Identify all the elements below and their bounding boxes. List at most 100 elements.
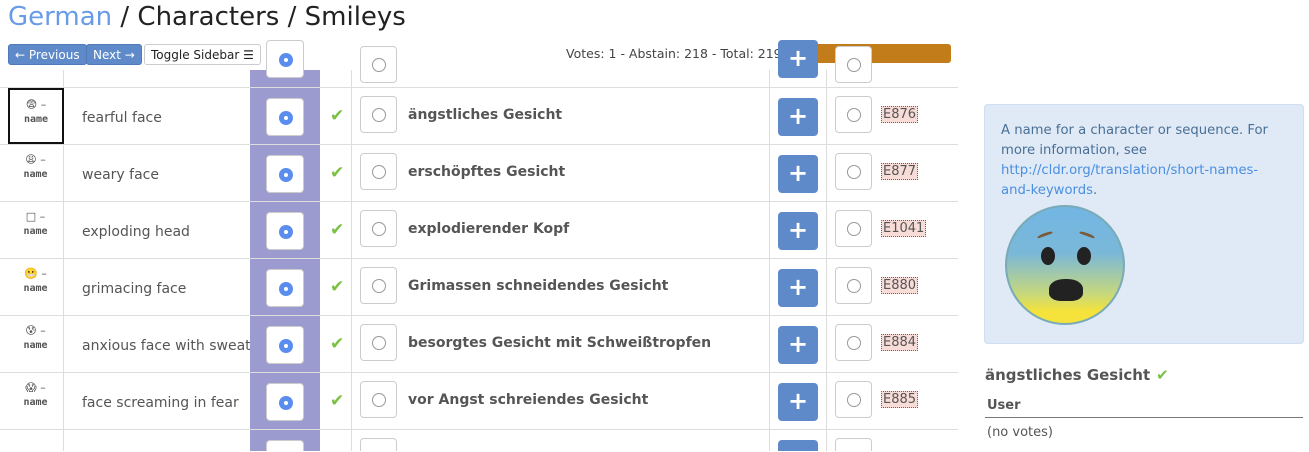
code-cell[interactable]: □ – name [8, 202, 64, 258]
dash: – [37, 267, 47, 280]
code-label: name [23, 397, 48, 408]
abstain-radio[interactable] [835, 46, 872, 83]
winning-radio[interactable] [266, 98, 304, 136]
proposed-cell: ängstliches Gesicht [352, 88, 770, 144]
winning-cell [250, 373, 320, 429]
add-button[interactable]: + [778, 269, 818, 307]
add-button[interactable]: + [778, 98, 818, 136]
error-code[interactable]: E884 [881, 334, 919, 351]
winning-radio[interactable] [266, 326, 304, 364]
vote-radio[interactable] [360, 46, 397, 83]
abstain-cell: E885 [827, 373, 958, 429]
breadcrumb-page: Smileys [304, 2, 406, 32]
dash: – [36, 381, 46, 394]
vote-summary: Votes: 1 - Abstain: 218 - Total: 219 [566, 46, 782, 61]
code-cell[interactable]: 😰 – name [8, 316, 64, 372]
vote-radio[interactable] [360, 381, 397, 418]
winning-cell [250, 202, 320, 258]
vote-radio[interactable] [360, 267, 397, 304]
error-code[interactable]: E1041 [881, 220, 927, 237]
winning-value: besorgtes Gesicht mit Schweißtropfen [408, 335, 712, 351]
next-button[interactable]: Next → [86, 44, 142, 65]
add-button[interactable]: + [778, 155, 818, 193]
add-button[interactable]: + [778, 40, 818, 78]
progress-bar [801, 44, 951, 63]
abstain-cell: E884 [827, 316, 958, 372]
winning-value: ängstliches Gesicht [408, 107, 563, 123]
add-cell: + [770, 40, 827, 87]
winning-value: explodierender Kopf [408, 221, 570, 237]
no-votes-text: (no votes) [987, 425, 1053, 440]
proposed-cell [352, 430, 770, 451]
error-code[interactable]: E885 [881, 391, 919, 408]
english-cell: fearful face [82, 110, 162, 126]
toggle-sidebar-button[interactable]: Toggle Sidebar ☰ [144, 44, 261, 65]
vote-radio[interactable] [360, 324, 397, 361]
code-cell[interactable]: 😨 – name [8, 88, 64, 144]
winning-radio[interactable] [266, 40, 304, 78]
winning-cell [250, 316, 320, 372]
add-button[interactable]: + [778, 383, 818, 421]
abstain-radio[interactable] [835, 381, 872, 418]
check-icon: ✔ [320, 88, 352, 144]
abstain-radio[interactable] [835, 438, 872, 451]
info-end: . [1092, 183, 1098, 198]
abstain-radio[interactable] [835, 210, 872, 247]
code-cell[interactable]: 😱 – name [8, 373, 64, 429]
winning-radio[interactable] [266, 155, 304, 193]
radio-selected-icon [279, 282, 293, 296]
error-code[interactable]: E877 [881, 163, 919, 180]
breadcrumb-section: Characters [137, 2, 280, 32]
radio-icon [847, 165, 861, 179]
table-row: □ – name exploding head ✔ explodierender … [0, 202, 958, 259]
winning-radio[interactable] [266, 440, 304, 451]
winning-radio[interactable] [266, 212, 304, 250]
check-icon [320, 430, 352, 451]
error-code[interactable]: E880 [881, 277, 919, 294]
radio-icon [372, 393, 386, 407]
english-cell: exploding head [82, 224, 190, 240]
proposed-cell: vor Angst schreiendes Gesicht [352, 373, 770, 429]
abstain-radio[interactable] [835, 267, 872, 304]
table-row: 😩 – name weary face ✔ erschöpftes Gesicht… [0, 145, 958, 202]
radio-icon [372, 336, 386, 350]
info-link[interactable]: http://cldr.org/translation/short-names-… [1001, 163, 1259, 198]
breadcrumb-sep: / [112, 2, 138, 32]
english-cell: anxious face with sweat [82, 338, 251, 354]
emoji: 😩 [25, 153, 37, 166]
radio-icon [847, 393, 861, 407]
add-button[interactable] [778, 440, 818, 451]
add-button[interactable]: + [778, 326, 818, 364]
previous-button[interactable]: ← Previous [8, 44, 87, 65]
abstain-radio[interactable] [835, 324, 872, 361]
table-row: 😨 – name fearful face ✔ ängstliches Gesic… [0, 88, 958, 145]
abstain-radio[interactable] [835, 153, 872, 190]
abstain-cell [827, 430, 958, 451]
error-code[interactable]: E876 [881, 106, 919, 123]
vote-radio[interactable] [360, 96, 397, 133]
abstain-radio[interactable] [835, 96, 872, 133]
check-icon [320, 70, 352, 88]
locale-link[interactable]: German [8, 2, 113, 32]
radio-selected-icon [279, 339, 293, 353]
radio-icon [847, 336, 861, 350]
add-button[interactable]: + [778, 212, 818, 250]
page-title: German / Characters / Smileys [8, 2, 406, 32]
code-cell[interactable]: 😬 – name [8, 259, 64, 315]
code-cell[interactable]: 😩 – name [8, 145, 64, 201]
winning-radio[interactable] [266, 269, 304, 307]
code-label: name [23, 226, 48, 237]
vote-radio[interactable] [360, 438, 397, 451]
vote-radio[interactable] [360, 153, 397, 190]
dash: – [36, 210, 46, 223]
info-text: A name for a character or sequence. For … [1001, 123, 1268, 158]
breadcrumb-sep: / [279, 2, 305, 32]
code-cell [8, 70, 64, 87]
vote-radio[interactable] [360, 210, 397, 247]
code-label: name [23, 283, 48, 294]
winning-value: Grimassen schneidendes Gesicht [408, 278, 669, 294]
winning-radio[interactable] [266, 383, 304, 421]
selected-value-title: ängstliches Gesicht ✔ [985, 366, 1169, 384]
radio-selected-icon [279, 225, 293, 239]
abstain-cell: E877 [827, 145, 958, 201]
